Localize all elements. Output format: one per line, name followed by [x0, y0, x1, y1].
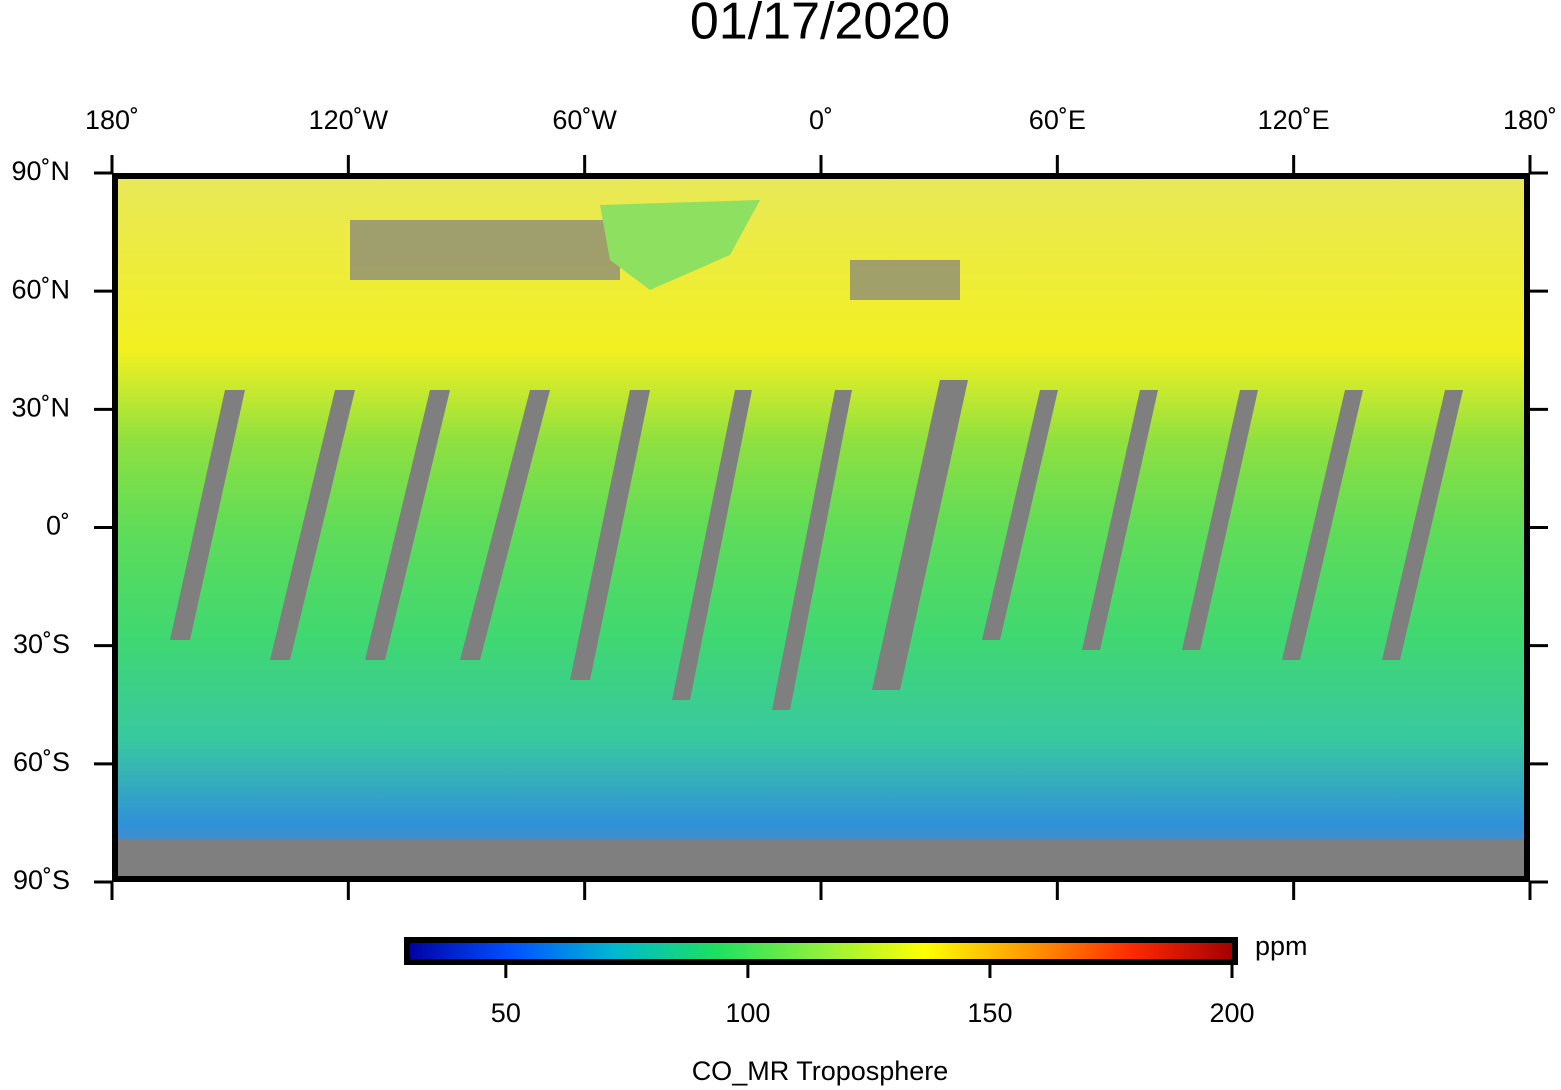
x-tick-label: 180˚ [85, 105, 139, 135]
colorbar [404, 937, 1238, 965]
x-tick-label: 0˚ [809, 105, 833, 135]
x-tick-label: 120˚W [309, 105, 389, 135]
y-tick-label: 60˚S [13, 747, 70, 777]
y-tick-label: 90˚S [13, 865, 70, 895]
colorbar-tick-label: 200 [1209, 998, 1254, 1028]
colorbar-axis: 50 100 150 200 [491, 962, 1255, 1028]
colorbar-label: CO_MR Troposphere [692, 1056, 949, 1086]
map-field [112, 173, 1530, 882]
colorbar-tick-label: 100 [725, 998, 770, 1028]
colorbar-tick-label: 50 [491, 998, 521, 1028]
colorbar-tick-label: 150 [967, 998, 1012, 1028]
title: 01/17/2020 [690, 0, 950, 51]
y-tick-label: 30˚S [13, 629, 70, 659]
x-tick-label: 180˚ [1503, 105, 1557, 135]
x-tick-label: 120˚E [1258, 105, 1330, 135]
y-tick-label: 90˚N [11, 156, 70, 186]
map-axes: 180˚ 120˚W 60˚W 0˚ 60˚E 120˚E 180˚ 90˚N 60˚N 30˚N… [11, 105, 1557, 900]
x-tick-label: 60˚E [1029, 105, 1086, 135]
greenland [600, 200, 760, 290]
y-tick-label: 0˚ [46, 511, 70, 541]
map-frame [112, 173, 1530, 882]
x-tick-label: 60˚W [552, 105, 617, 135]
y-tick-label: 30˚N [11, 392, 70, 422]
swath-gaps [112, 220, 1530, 880]
y-tick-label: 60˚N [11, 274, 70, 304]
colorbar-unit: ppm [1255, 931, 1308, 961]
